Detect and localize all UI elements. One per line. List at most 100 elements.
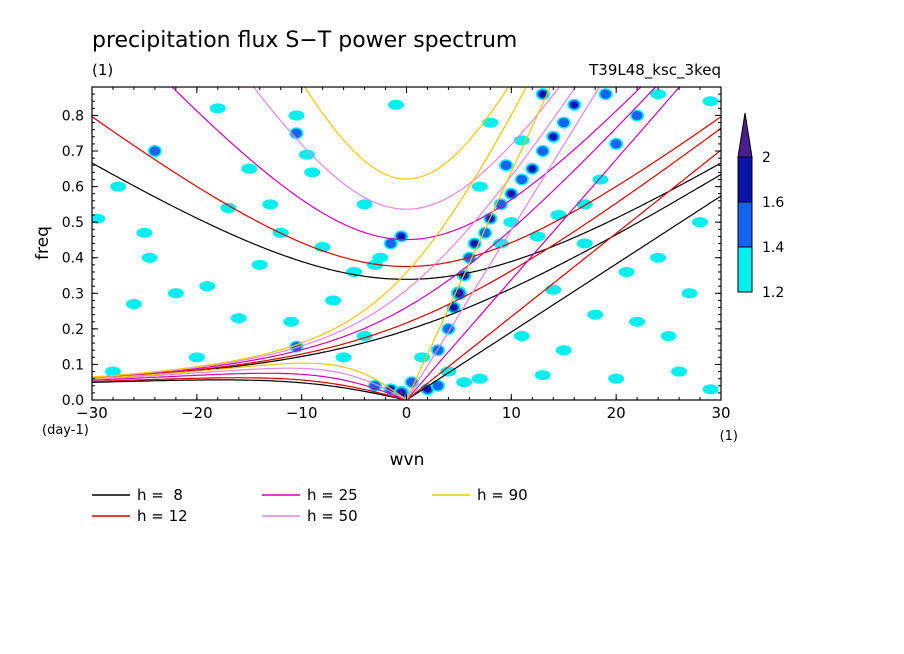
- curve-ig-h90: [303, 87, 510, 180]
- power-contour-27-level-0: [188, 352, 205, 363]
- power-contour-7-level-0: [220, 202, 237, 213]
- power-contour-53-level-1: [495, 199, 507, 209]
- power-contour-43-level-0: [414, 352, 431, 363]
- curve-kelvin-h8: [406, 195, 721, 400]
- power-contour-61-level-2: [539, 90, 547, 98]
- power-contour-39-level-1: [432, 381, 444, 391]
- power-contour-89-level-0: [534, 370, 551, 381]
- x-tick-label: 10: [502, 404, 521, 422]
- curve-ig-h25: [171, 87, 642, 241]
- power-contour-63-level-1: [631, 110, 643, 121]
- legend-label: h = 50: [307, 507, 358, 525]
- power-contour-59-level-1: [558, 117, 570, 128]
- colorbar-label: 1.6: [762, 195, 784, 211]
- power-contour-32-level-0: [335, 352, 352, 363]
- curve-er-h8: [92, 379, 407, 400]
- power-contour-87-level-0: [671, 366, 688, 377]
- curve-kelvin-h25: [406, 87, 681, 400]
- power-contour-13-level-0: [298, 149, 315, 160]
- power-contour-46-level-2: [450, 304, 458, 311]
- x-axis-label: wvn: [390, 450, 425, 470]
- power-contour-60-level-2: [570, 101, 578, 108]
- power-contour-56-level-2: [528, 165, 536, 173]
- power-contour-30-level-0: [199, 281, 216, 292]
- curve-mrg-h50: [92, 87, 577, 378]
- colorbar-label: 1.4: [762, 240, 784, 256]
- y-tick-label: 0.8: [62, 108, 84, 124]
- power-contour-14-level-0: [304, 167, 321, 178]
- power-contour-40-level-0: [440, 366, 457, 377]
- power-contour-77-level-0: [618, 266, 635, 277]
- curve-kelvin-h50: [405, 87, 601, 400]
- power-contour-70-level-0: [503, 217, 520, 228]
- colorbar: 2 1.6 1.4 1.2: [737, 112, 784, 301]
- power-contour-15-level-0: [283, 316, 300, 327]
- power-contour-28-level-0: [104, 366, 121, 377]
- power-contour-73-level-1: [500, 160, 512, 170]
- power-contour-72-level-0: [471, 181, 488, 192]
- power-contour-54-level-2: [507, 190, 515, 197]
- power-contour-57-level-1: [537, 146, 549, 156]
- curve-mrg-h25: [92, 87, 657, 379]
- power-contour-84-level-0: [555, 345, 572, 356]
- power-contour-66-level-0: [592, 174, 609, 185]
- y-unit-label: (day-1): [42, 423, 89, 438]
- power-contour-55-level-1: [516, 174, 528, 185]
- curve-er-h90: [92, 362, 407, 400]
- colorbar-label: 1.2: [762, 285, 784, 301]
- curve-kelvin-h90: [405, 87, 551, 400]
- curve-er-h25: [92, 372, 407, 400]
- legend-label: h = 90: [477, 486, 528, 504]
- chart-title: precipitation flux S−T power spectrum: [92, 28, 517, 53]
- power-contour-41-level-0: [456, 377, 473, 388]
- legend-label: h = 25: [307, 486, 358, 504]
- power-contour-6-level-0: [209, 103, 226, 114]
- x-tick-label: −30: [76, 404, 108, 422]
- power-contour-65-level-1: [610, 139, 622, 149]
- power-contour-69-level-0: [529, 231, 546, 242]
- power-contour-8-level-0: [241, 163, 258, 174]
- power-contour-44-level-1: [432, 345, 444, 355]
- run-label: T39L48_ksc_3keq: [588, 61, 721, 80]
- power-contour-21-level-0: [372, 252, 389, 263]
- legend-label: h = 12: [137, 507, 188, 525]
- power-contour-58-level-2: [549, 133, 557, 140]
- power-contour-82-level-0: [587, 309, 604, 320]
- power-contour-37-level-1: [406, 377, 418, 387]
- power-contour-75-level-0: [482, 117, 499, 128]
- power-contour-64-level-0: [650, 89, 667, 100]
- y-tick-label: 0.1: [62, 357, 84, 373]
- x-axis: −30 −20 −10 0 10 20 30: [76, 87, 731, 422]
- power-contour-9-level-0: [251, 259, 268, 270]
- colorbar-segment: [737, 246, 753, 293]
- power-contour-91-level-0: [702, 96, 719, 107]
- x-tick-label: −10: [286, 404, 318, 422]
- y-tick-label: 0.5: [62, 215, 84, 231]
- x-tick-label: 0: [402, 404, 412, 422]
- power-contour-1-level-0: [110, 181, 127, 192]
- power-contour-88-level-0: [702, 384, 719, 395]
- x-tick-label: 30: [711, 404, 730, 422]
- power-contour-42-level-0: [471, 373, 488, 384]
- power-contour-29-level-0: [167, 288, 184, 299]
- y-tick-label: 0.6: [62, 180, 84, 196]
- power-contour-26-level-0: [230, 313, 247, 324]
- y-tick-label: 0.3: [62, 286, 84, 302]
- power-contour-80-level-0: [660, 330, 677, 341]
- power-contour-18-level-0: [325, 295, 342, 306]
- colorbar-label: 2: [762, 150, 771, 166]
- power-contour-67-level-0: [576, 199, 593, 210]
- y-tick-label: 0.0: [62, 393, 84, 409]
- power-contour-11-level-0: [288, 110, 305, 121]
- power-contour-50-level-2: [471, 240, 479, 247]
- curve-er-h12: [92, 377, 407, 400]
- curve-ig-h12: [92, 116, 721, 268]
- power-contour-12-level-1: [291, 128, 302, 138]
- curve-ig-h8: [92, 162, 721, 280]
- power-contour-24-level-0: [388, 99, 405, 110]
- y-tick-label: 0.7: [62, 144, 84, 160]
- power-contour-23-level-2: [397, 233, 405, 240]
- power-contour-79-level-0: [681, 288, 698, 299]
- power-contours: [92, 88, 719, 400]
